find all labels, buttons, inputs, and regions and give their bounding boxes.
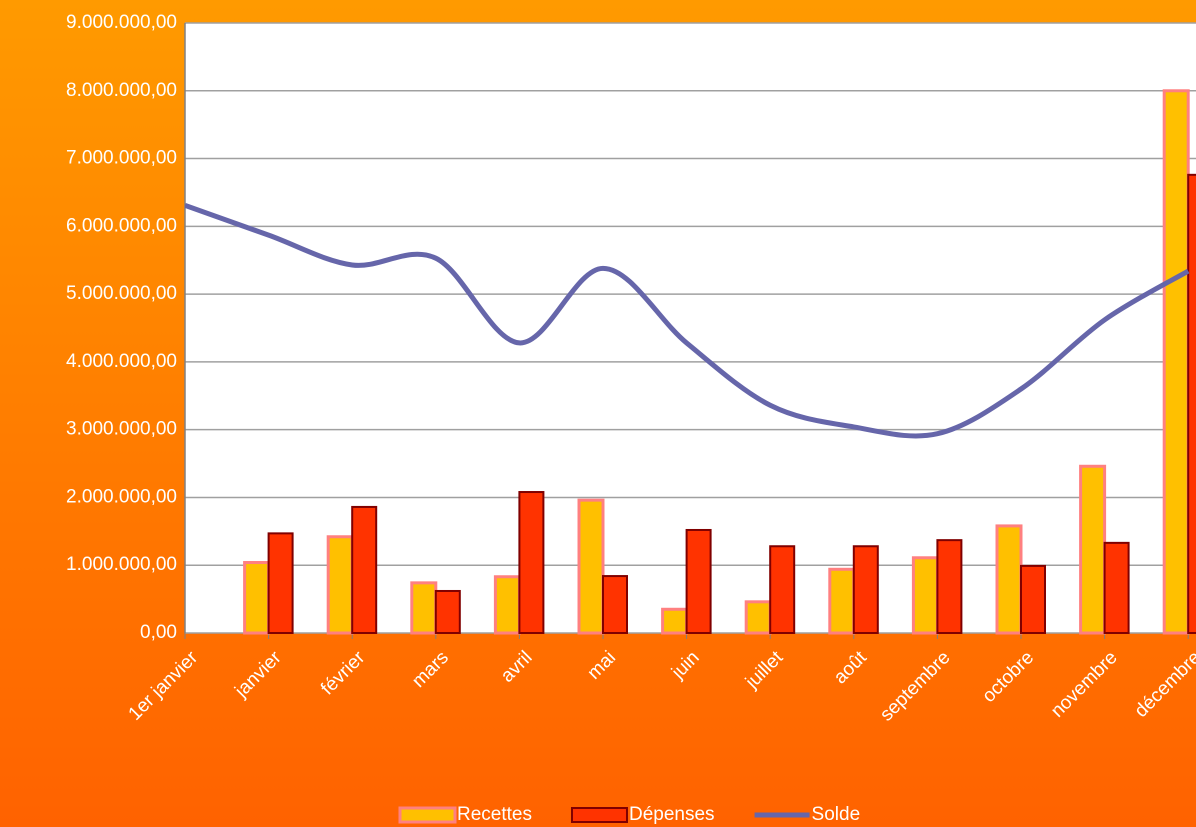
legend-swatch bbox=[570, 807, 628, 823]
y-tick-label: 7.000.000,00 bbox=[66, 148, 177, 169]
bar bbox=[828, 567, 856, 635]
bar bbox=[1187, 173, 1196, 634]
bar bbox=[995, 524, 1023, 635]
bar bbox=[744, 600, 772, 635]
bar bbox=[577, 498, 605, 635]
bar bbox=[1079, 464, 1107, 635]
bar bbox=[493, 575, 521, 635]
bar bbox=[243, 561, 271, 635]
bar bbox=[911, 556, 939, 635]
y-tick-label: 2.000.000,00 bbox=[66, 486, 177, 507]
y-tick-label: 1.000.000,00 bbox=[66, 554, 177, 575]
bar bbox=[1162, 89, 1190, 635]
line bbox=[185, 202, 1190, 439]
y-tick-label: 6.000.000,00 bbox=[66, 215, 177, 236]
y-tick-label: 9.000.000,00 bbox=[66, 12, 177, 33]
y-tick-label: 8.000.000,00 bbox=[66, 80, 177, 101]
bar bbox=[518, 491, 545, 634]
y-tick-label: 3.000.000,00 bbox=[66, 419, 177, 440]
bar bbox=[769, 545, 796, 634]
bar bbox=[852, 545, 879, 634]
bar bbox=[434, 589, 461, 635]
y-tick-label: 0,00 bbox=[140, 622, 177, 643]
bar bbox=[685, 528, 712, 635]
legend-label: Dépenses bbox=[629, 804, 715, 825]
legend-swatch bbox=[398, 806, 457, 824]
bar bbox=[410, 581, 438, 635]
bar bbox=[1020, 564, 1046, 635]
bar bbox=[1103, 541, 1130, 634]
y-tick-label: 5.000.000,00 bbox=[66, 283, 177, 304]
bar bbox=[602, 575, 628, 634]
y-tick-label: 4.000.000,00 bbox=[66, 351, 177, 372]
bar bbox=[351, 505, 378, 634]
legend-label: Solde bbox=[812, 804, 861, 825]
bar bbox=[936, 539, 963, 635]
bars bbox=[185, 89, 1196, 635]
bar bbox=[661, 607, 689, 635]
bar bbox=[326, 535, 354, 635]
bar bbox=[267, 532, 294, 634]
legend-label: Recettes bbox=[457, 804, 532, 825]
